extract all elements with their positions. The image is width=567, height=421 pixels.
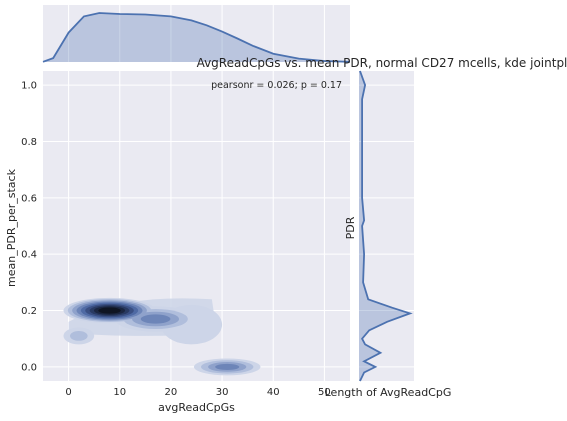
y-tick-label: 0.8 bbox=[21, 137, 37, 148]
x-tick-label: 20 bbox=[165, 387, 178, 398]
x-tick-label: 10 bbox=[113, 387, 126, 398]
y-tick-labels: 0.0 0.2 0.4 0.6 0.8 1.0 bbox=[21, 81, 37, 374]
right-marginal-background bbox=[359, 71, 414, 381]
y-axis-label: mean_PDR_per_stack bbox=[5, 168, 18, 287]
kde-contour-level bbox=[98, 307, 121, 314]
x-tick-label: 50 bbox=[318, 387, 331, 398]
right-marginal-kde-fill bbox=[359, 71, 410, 381]
top-marginal-kde-fill bbox=[43, 13, 350, 62]
right-marginal-gridlines bbox=[359, 84, 414, 368]
x-tick-label: 40 bbox=[267, 387, 280, 398]
y-tick-label: 0.6 bbox=[21, 193, 37, 204]
right-marginal-y-label: PDR bbox=[344, 216, 357, 239]
kde-contour-level bbox=[140, 314, 171, 324]
kde-contour-level bbox=[215, 363, 240, 370]
joint-kde-panel: 0 10 20 30 40 50 0.0 0.2 0.4 0.6 0.8 1.0 avgReadCp… bbox=[5, 71, 350, 414]
right-marginal-kde-panel: Length of AvgReadCpG PDR bbox=[325, 70, 452, 399]
pearson-annotation: pearsonr = 0.026; p = 0.17 bbox=[211, 80, 342, 91]
y-tick-label: 0.0 bbox=[21, 362, 37, 373]
x-tick-label: 0 bbox=[65, 387, 71, 398]
y-tick-label: 0.2 bbox=[21, 306, 37, 317]
x-axis-label: avgReadCpGs bbox=[158, 401, 235, 414]
right-marginal-x-label: Length of AvgReadCpG bbox=[325, 386, 452, 399]
y-tick-label: 0.4 bbox=[21, 250, 37, 261]
x-tick-label: 30 bbox=[216, 387, 229, 398]
right-marginal-kde-line bbox=[359, 70, 413, 382]
top-marginal-kde-panel bbox=[42, 5, 351, 63]
joint-kde-contours bbox=[63, 297, 261, 376]
top-marginal-kde-line bbox=[42, 12, 351, 63]
y-tick-label: 1.0 bbox=[21, 81, 37, 92]
chart-title: AvgReadCpGs vs. mean PDR, normal CD27 mc… bbox=[197, 56, 567, 70]
x-tick-labels: 0 10 20 30 40 50 bbox=[65, 387, 330, 398]
kde-contour-level bbox=[69, 331, 88, 341]
